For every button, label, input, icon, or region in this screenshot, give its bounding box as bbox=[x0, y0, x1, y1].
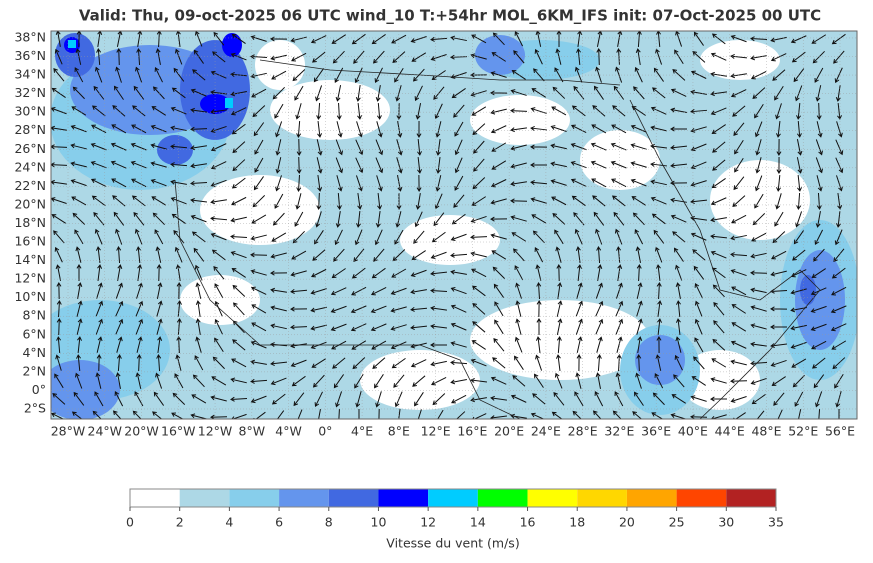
colorbar-tick-label: 4 bbox=[225, 515, 233, 530]
lon-label: 8°W bbox=[239, 424, 266, 439]
lon-label: 28°E bbox=[568, 424, 598, 439]
lon-label: 12°W bbox=[198, 424, 233, 439]
map-frame bbox=[50, 30, 858, 420]
lon-label: 36°E bbox=[641, 424, 671, 439]
colorbar-bin bbox=[428, 489, 478, 507]
colorbar-bin bbox=[527, 489, 578, 507]
lat-label: 10°N bbox=[14, 289, 46, 304]
colorbar-bin bbox=[279, 489, 329, 507]
map-field bbox=[51, 31, 857, 419]
colorbar-tick-label: 35 bbox=[768, 515, 784, 530]
lat-label: 36°N bbox=[14, 48, 46, 63]
lon-label: 48°E bbox=[751, 424, 781, 439]
lat-label: 0° bbox=[32, 382, 46, 397]
colorbar-tick-label: 6 bbox=[275, 515, 283, 530]
lon-label: 4°W bbox=[275, 424, 302, 439]
lon-label: 20°E bbox=[494, 424, 524, 439]
lon-label: 16°E bbox=[457, 424, 487, 439]
lon-label: 28°W bbox=[51, 424, 86, 439]
lon-label: 4°E bbox=[351, 424, 373, 439]
lat-label: 18°N bbox=[14, 215, 46, 230]
colorbar-bin bbox=[378, 489, 429, 507]
title: Valid: Thu, 09-oct-2025 06 UTC wind_10 T… bbox=[79, 7, 821, 25]
lat-label: 26°N bbox=[14, 141, 46, 156]
lat-label: 4°N bbox=[22, 345, 46, 360]
lat-label: 34°N bbox=[14, 67, 46, 82]
lat-label: 38°N bbox=[14, 29, 46, 44]
lat-label: 8°N bbox=[22, 308, 46, 323]
lon-label: 56°E bbox=[825, 424, 855, 439]
colorbar-tick-label: 12 bbox=[420, 515, 436, 530]
lon-label: 16°W bbox=[161, 424, 196, 439]
colorbar-tick-label: 0 bbox=[126, 515, 134, 530]
lon-label: 52°E bbox=[788, 424, 818, 439]
lat-label: 28°N bbox=[14, 122, 46, 137]
colorbar-tick-label: 8 bbox=[325, 515, 333, 530]
lat-label: 6°N bbox=[22, 326, 46, 341]
colorbar-bin bbox=[328, 489, 379, 507]
colorbar-tick-label: 16 bbox=[520, 515, 536, 530]
lon-label: 20°W bbox=[124, 424, 159, 439]
lat-label: 22°N bbox=[14, 178, 46, 193]
lon-label: 44°E bbox=[715, 424, 745, 439]
lat-label: 30°N bbox=[14, 104, 46, 119]
lon-label: 24°E bbox=[531, 424, 561, 439]
colorbar-tick-label: 18 bbox=[569, 515, 585, 530]
lat-label: 20°N bbox=[14, 196, 46, 211]
lon-label: 0° bbox=[318, 424, 332, 439]
colorbar-frame bbox=[129, 488, 777, 508]
colorbar-tick-label: 25 bbox=[669, 515, 685, 530]
lat-label: 24°N bbox=[14, 159, 46, 174]
lon-label: 40°E bbox=[678, 424, 708, 439]
colorbar-bin bbox=[726, 489, 776, 507]
colorbar-tick-label: 2 bbox=[176, 515, 184, 530]
colorbar-bin bbox=[577, 489, 627, 507]
colorbar-bin bbox=[626, 489, 677, 507]
colorbar-bin bbox=[676, 489, 727, 507]
lat-label: 2°S bbox=[24, 400, 46, 415]
colorbar-bin bbox=[229, 489, 280, 507]
lon-label: 12°E bbox=[421, 424, 451, 439]
colorbar-bin bbox=[130, 489, 180, 507]
colorbar-tick-label: 30 bbox=[718, 515, 734, 530]
lon-label: 32°E bbox=[604, 424, 634, 439]
colorbar-tick-label: 10 bbox=[371, 515, 387, 530]
colorbar-tick-label: 20 bbox=[619, 515, 635, 530]
colorbar-bin bbox=[477, 489, 528, 507]
lon-label: 24°W bbox=[88, 424, 123, 439]
colorbar-tick-label: 14 bbox=[470, 515, 486, 530]
colorbar-label: Vitesse du vent (m/s) bbox=[386, 536, 519, 551]
lat-label: 14°N bbox=[14, 252, 46, 267]
lat-label: 16°N bbox=[14, 234, 46, 249]
colorbar-bin bbox=[179, 489, 230, 507]
lat-label: 12°N bbox=[14, 271, 46, 286]
lon-label: 8°E bbox=[388, 424, 410, 439]
wind-arrows bbox=[51, 31, 847, 419]
lat-label: 32°N bbox=[14, 85, 46, 100]
lat-label: 2°N bbox=[22, 363, 46, 378]
